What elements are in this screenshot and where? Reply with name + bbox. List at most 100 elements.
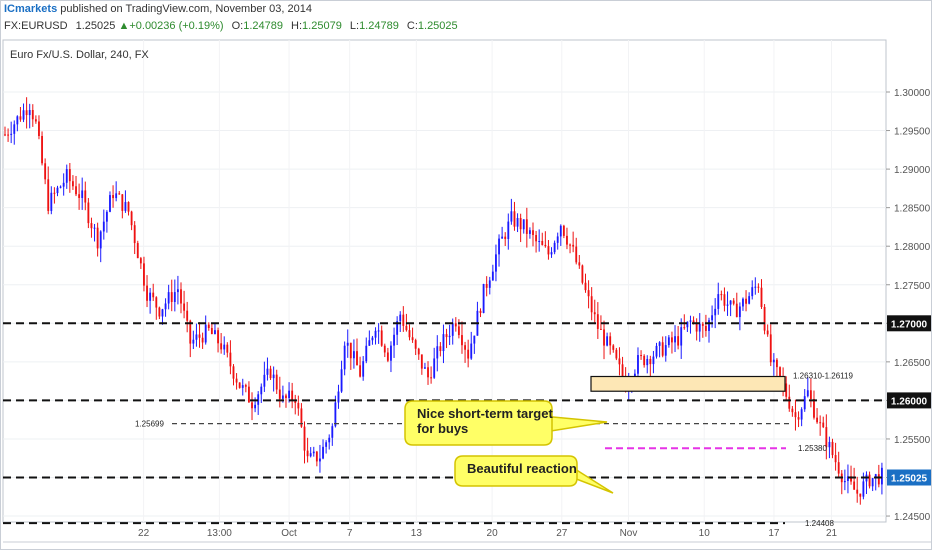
candle-body — [769, 334, 772, 363]
y-tick-label: 1.24500 — [894, 512, 931, 523]
candle-body — [671, 337, 673, 343]
candle-body — [269, 368, 272, 379]
candle-body — [751, 287, 754, 297]
x-tick-label: 22 — [138, 528, 150, 539]
candle-body — [93, 227, 96, 229]
candle-body — [803, 396, 806, 410]
candle-body — [794, 412, 797, 418]
x-tick-label: 10 — [699, 528, 711, 539]
candle-body — [214, 330, 216, 335]
candle-body — [720, 294, 723, 296]
candle-body — [519, 218, 522, 230]
candle-body — [510, 211, 513, 222]
candle-body — [714, 308, 717, 316]
candle-body — [377, 330, 380, 332]
candle-body — [809, 390, 812, 399]
symbol-name: FX:EURUSD — [4, 20, 68, 32]
candle-body — [356, 351, 358, 366]
candle-body — [189, 320, 192, 344]
candle-body — [340, 369, 343, 392]
candle-body — [312, 451, 315, 454]
candle-body — [38, 121, 40, 136]
candle-body — [813, 398, 815, 418]
publisher-link[interactable]: ICmarkets — [4, 3, 58, 15]
candle-body — [871, 478, 874, 487]
candle-body — [686, 321, 689, 328]
candle-body — [41, 135, 43, 164]
candle-body — [704, 325, 707, 331]
candle-body — [186, 310, 189, 321]
candle-body — [365, 345, 368, 362]
candle-body — [25, 110, 28, 116]
candle-body — [742, 298, 744, 307]
candle-body — [4, 134, 6, 136]
candle-body — [525, 219, 528, 234]
candle-body — [167, 292, 170, 304]
candle-body — [183, 303, 186, 311]
candle-body — [136, 243, 139, 259]
candle-body — [609, 336, 612, 346]
candle-body — [430, 377, 433, 379]
candle-body — [34, 119, 37, 122]
candle-body — [112, 195, 114, 199]
candle-body — [640, 355, 642, 357]
candle-body — [84, 190, 87, 203]
candle-body — [655, 345, 658, 357]
candle-body — [386, 352, 389, 361]
candle-body — [562, 225, 565, 236]
x-tick-label: Nov — [620, 528, 638, 539]
candle-body — [461, 335, 463, 346]
candle-body — [130, 211, 133, 226]
candle-body — [105, 211, 108, 222]
candle-body — [337, 391, 340, 403]
plot-area — [2, 39, 887, 523]
candle-body — [291, 390, 294, 401]
candle-body — [637, 355, 639, 374]
candle-body — [90, 223, 93, 229]
candle-body — [856, 489, 859, 494]
candle-body — [362, 361, 365, 377]
candle-body — [331, 426, 334, 438]
candle-body — [606, 336, 609, 346]
published-text: published on TradingView.com, November 0… — [60, 3, 312, 15]
x-tick-label: 17 — [768, 528, 780, 539]
candle-body — [797, 417, 800, 420]
candle-body — [451, 323, 454, 336]
candle-body — [281, 395, 284, 399]
callout-target-box — [404, 400, 553, 446]
price-change: +0.00236 (+0.19%) — [129, 20, 224, 32]
close-value: 1.25025 — [417, 20, 458, 32]
candle-body — [16, 116, 19, 125]
candle-body — [109, 195, 111, 212]
candle-body — [600, 328, 602, 330]
candle-body — [701, 323, 704, 326]
candle-body — [587, 290, 590, 297]
candle-body — [173, 292, 176, 302]
candle-body — [244, 385, 247, 387]
candle-body — [593, 312, 596, 315]
low-label: L: — [349, 20, 360, 32]
high-label: H: — [291, 20, 303, 32]
chart-title: Euro Fx/U.S. Dollar, 240, FX — [10, 49, 149, 61]
candle-body — [550, 252, 553, 255]
candle-body — [457, 326, 460, 336]
candle-body — [121, 194, 124, 211]
candle-body — [677, 336, 680, 346]
candle-body — [300, 408, 303, 427]
candle-body — [207, 324, 210, 329]
candle-body — [664, 345, 667, 356]
price-axis-badge — [887, 315, 931, 332]
candle-body — [442, 334, 445, 352]
callout-reaction-box — [454, 455, 578, 487]
y-tick-label: 1.30000 — [894, 88, 931, 99]
candle-body — [831, 441, 834, 456]
candle-body — [223, 344, 226, 350]
y-tick-label: 1.25500 — [894, 435, 931, 446]
candle-body — [380, 330, 383, 346]
candle-body — [689, 320, 692, 322]
ohlc-readout: FX:EURUSD 1.25025 ▲+0.00236 (+0.19%) O:1… — [4, 20, 458, 32]
low-value: 1.24789 — [359, 20, 399, 32]
candle-body — [590, 296, 593, 313]
price-axis-badge-label: 1.26000 — [891, 396, 928, 407]
